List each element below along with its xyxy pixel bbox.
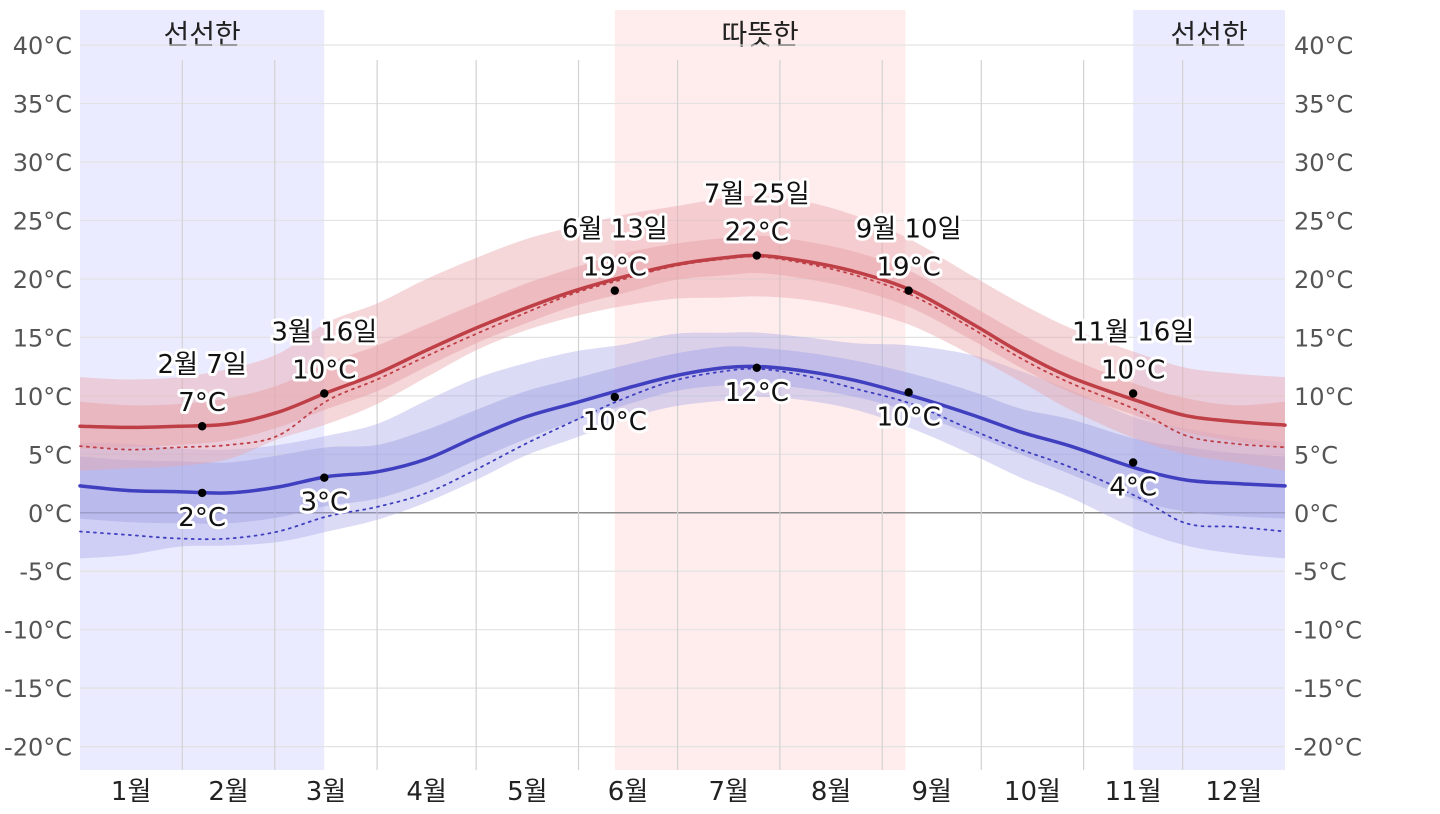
y-tick-label-left: 35°C — [13, 91, 72, 119]
value-label: 10°C — [1101, 356, 1165, 386]
value-label: 12°C — [725, 378, 789, 408]
y-tick-label-left: 30°C — [13, 149, 72, 177]
y-tick-label-left: 40°C — [13, 32, 72, 60]
y-tick-label-right: 15°C — [1294, 324, 1353, 352]
x-tick-label: 3월 — [306, 777, 346, 807]
series-line-high — [78, 253, 1287, 430]
date-label: 6월 13일 — [562, 215, 668, 245]
y-tick-label-left: -5°C — [19, 558, 72, 586]
band-low-outer — [80, 332, 1285, 559]
date-label: 2월 7일 — [158, 350, 247, 380]
data-point — [1128, 458, 1138, 467]
y-tick-label-left: 25°C — [13, 207, 72, 235]
value-label: 2°C — [178, 503, 226, 533]
value-label: 19°C — [877, 253, 941, 283]
x-tick-label: 12월 — [1205, 777, 1262, 807]
annotation-labels: 7°C 2월 7일 2°C 10°C 3월 16일 3°C 19°C 6월 13일 10°C 22… — [155, 177, 1198, 536]
data-point — [752, 363, 761, 372]
y-tick-label-right: -15°C — [1294, 675, 1362, 703]
data-point — [197, 488, 207, 498]
band-high-outer — [80, 195, 1285, 471]
value-label: 22°C — [725, 218, 789, 248]
y-tick-label-right: 40°C — [1294, 32, 1353, 60]
series-line-low — [78, 364, 1287, 495]
data-point — [904, 286, 913, 295]
series-lines — [78, 253, 1287, 541]
x-tick-label: 7월 — [708, 777, 748, 807]
y-tick-label-left: -10°C — [4, 617, 72, 645]
value-label: 10°C — [292, 356, 356, 386]
y-tick-label-right: -5°C — [1294, 558, 1347, 586]
y-tick-label-left: 5°C — [28, 441, 72, 469]
y-tick-label-right: 10°C — [1294, 383, 1353, 411]
series-line-high-perceived — [79, 255, 1286, 451]
season-label: 선선한 — [1170, 18, 1247, 51]
x-tick-label: 10월 — [1004, 777, 1061, 807]
band-low-inner — [80, 346, 1285, 524]
data-point — [197, 422, 207, 431]
y-tick-label-right: 5°C — [1294, 441, 1338, 469]
x-tick-label: 2월 — [208, 777, 248, 807]
data-point — [752, 251, 761, 260]
y-tick-label-right: -20°C — [1294, 734, 1362, 762]
value-label: 19°C — [583, 253, 647, 283]
data-point — [320, 389, 329, 398]
y-tick-label-left: 15°C — [13, 324, 72, 352]
value-label: 10°C — [583, 407, 647, 437]
value-label: 7°C — [178, 388, 226, 418]
y-tick-label-right: 25°C — [1294, 207, 1353, 235]
y-tick-label-right: -10°C — [1294, 617, 1362, 645]
data-point — [320, 473, 329, 482]
season-label: 선선한 — [164, 18, 241, 51]
value-label: 3°C — [300, 488, 348, 518]
data-point — [904, 388, 913, 397]
season-band — [1133, 10, 1285, 770]
y-tick-label-left: 10°C — [13, 383, 72, 411]
y-tick-label-left: -20°C — [4, 734, 72, 762]
date-label: 7월 25일 — [704, 180, 810, 210]
x-tick-label: 5월 — [507, 777, 547, 807]
season-label: 따뜻한 — [721, 18, 798, 51]
y-tick-label-right: 30°C — [1294, 149, 1353, 177]
x-tick-label: 11월 — [1105, 777, 1162, 807]
annotation-points — [197, 251, 1138, 498]
x-tick-label: 1월 — [111, 777, 151, 807]
y-tick-label-left: 20°C — [13, 266, 72, 294]
x-tick-label: 6월 — [608, 777, 648, 807]
axis-labels: 40°C 40°C 35°C 35°C 30°C 30°C 25°C 25°C 20°C 20°C… — [4, 32, 1362, 807]
x-tick-label: 9월 — [912, 777, 952, 807]
series-line-low-perceived — [79, 367, 1286, 541]
y-tick-label-right: 20°C — [1294, 266, 1353, 294]
y-tick-label-left: 0°C — [28, 500, 72, 528]
y-tick-label-right: 0°C — [1294, 500, 1338, 528]
y-tick-label-right: 35°C — [1294, 91, 1353, 119]
data-point — [610, 392, 620, 402]
data-point — [610, 286, 620, 295]
x-tick-label: 4월 — [406, 777, 446, 807]
y-tick-label-left: -15°C — [4, 675, 72, 703]
value-label: 10°C — [877, 402, 941, 432]
x-tick-label: 8월 — [811, 777, 851, 807]
date-label: 9월 10일 — [856, 215, 962, 245]
date-label: 11월 16일 — [1072, 318, 1194, 348]
data-point — [1128, 389, 1138, 398]
value-label: 4°C — [1109, 472, 1157, 502]
date-label: 3월 16일 — [271, 318, 377, 348]
